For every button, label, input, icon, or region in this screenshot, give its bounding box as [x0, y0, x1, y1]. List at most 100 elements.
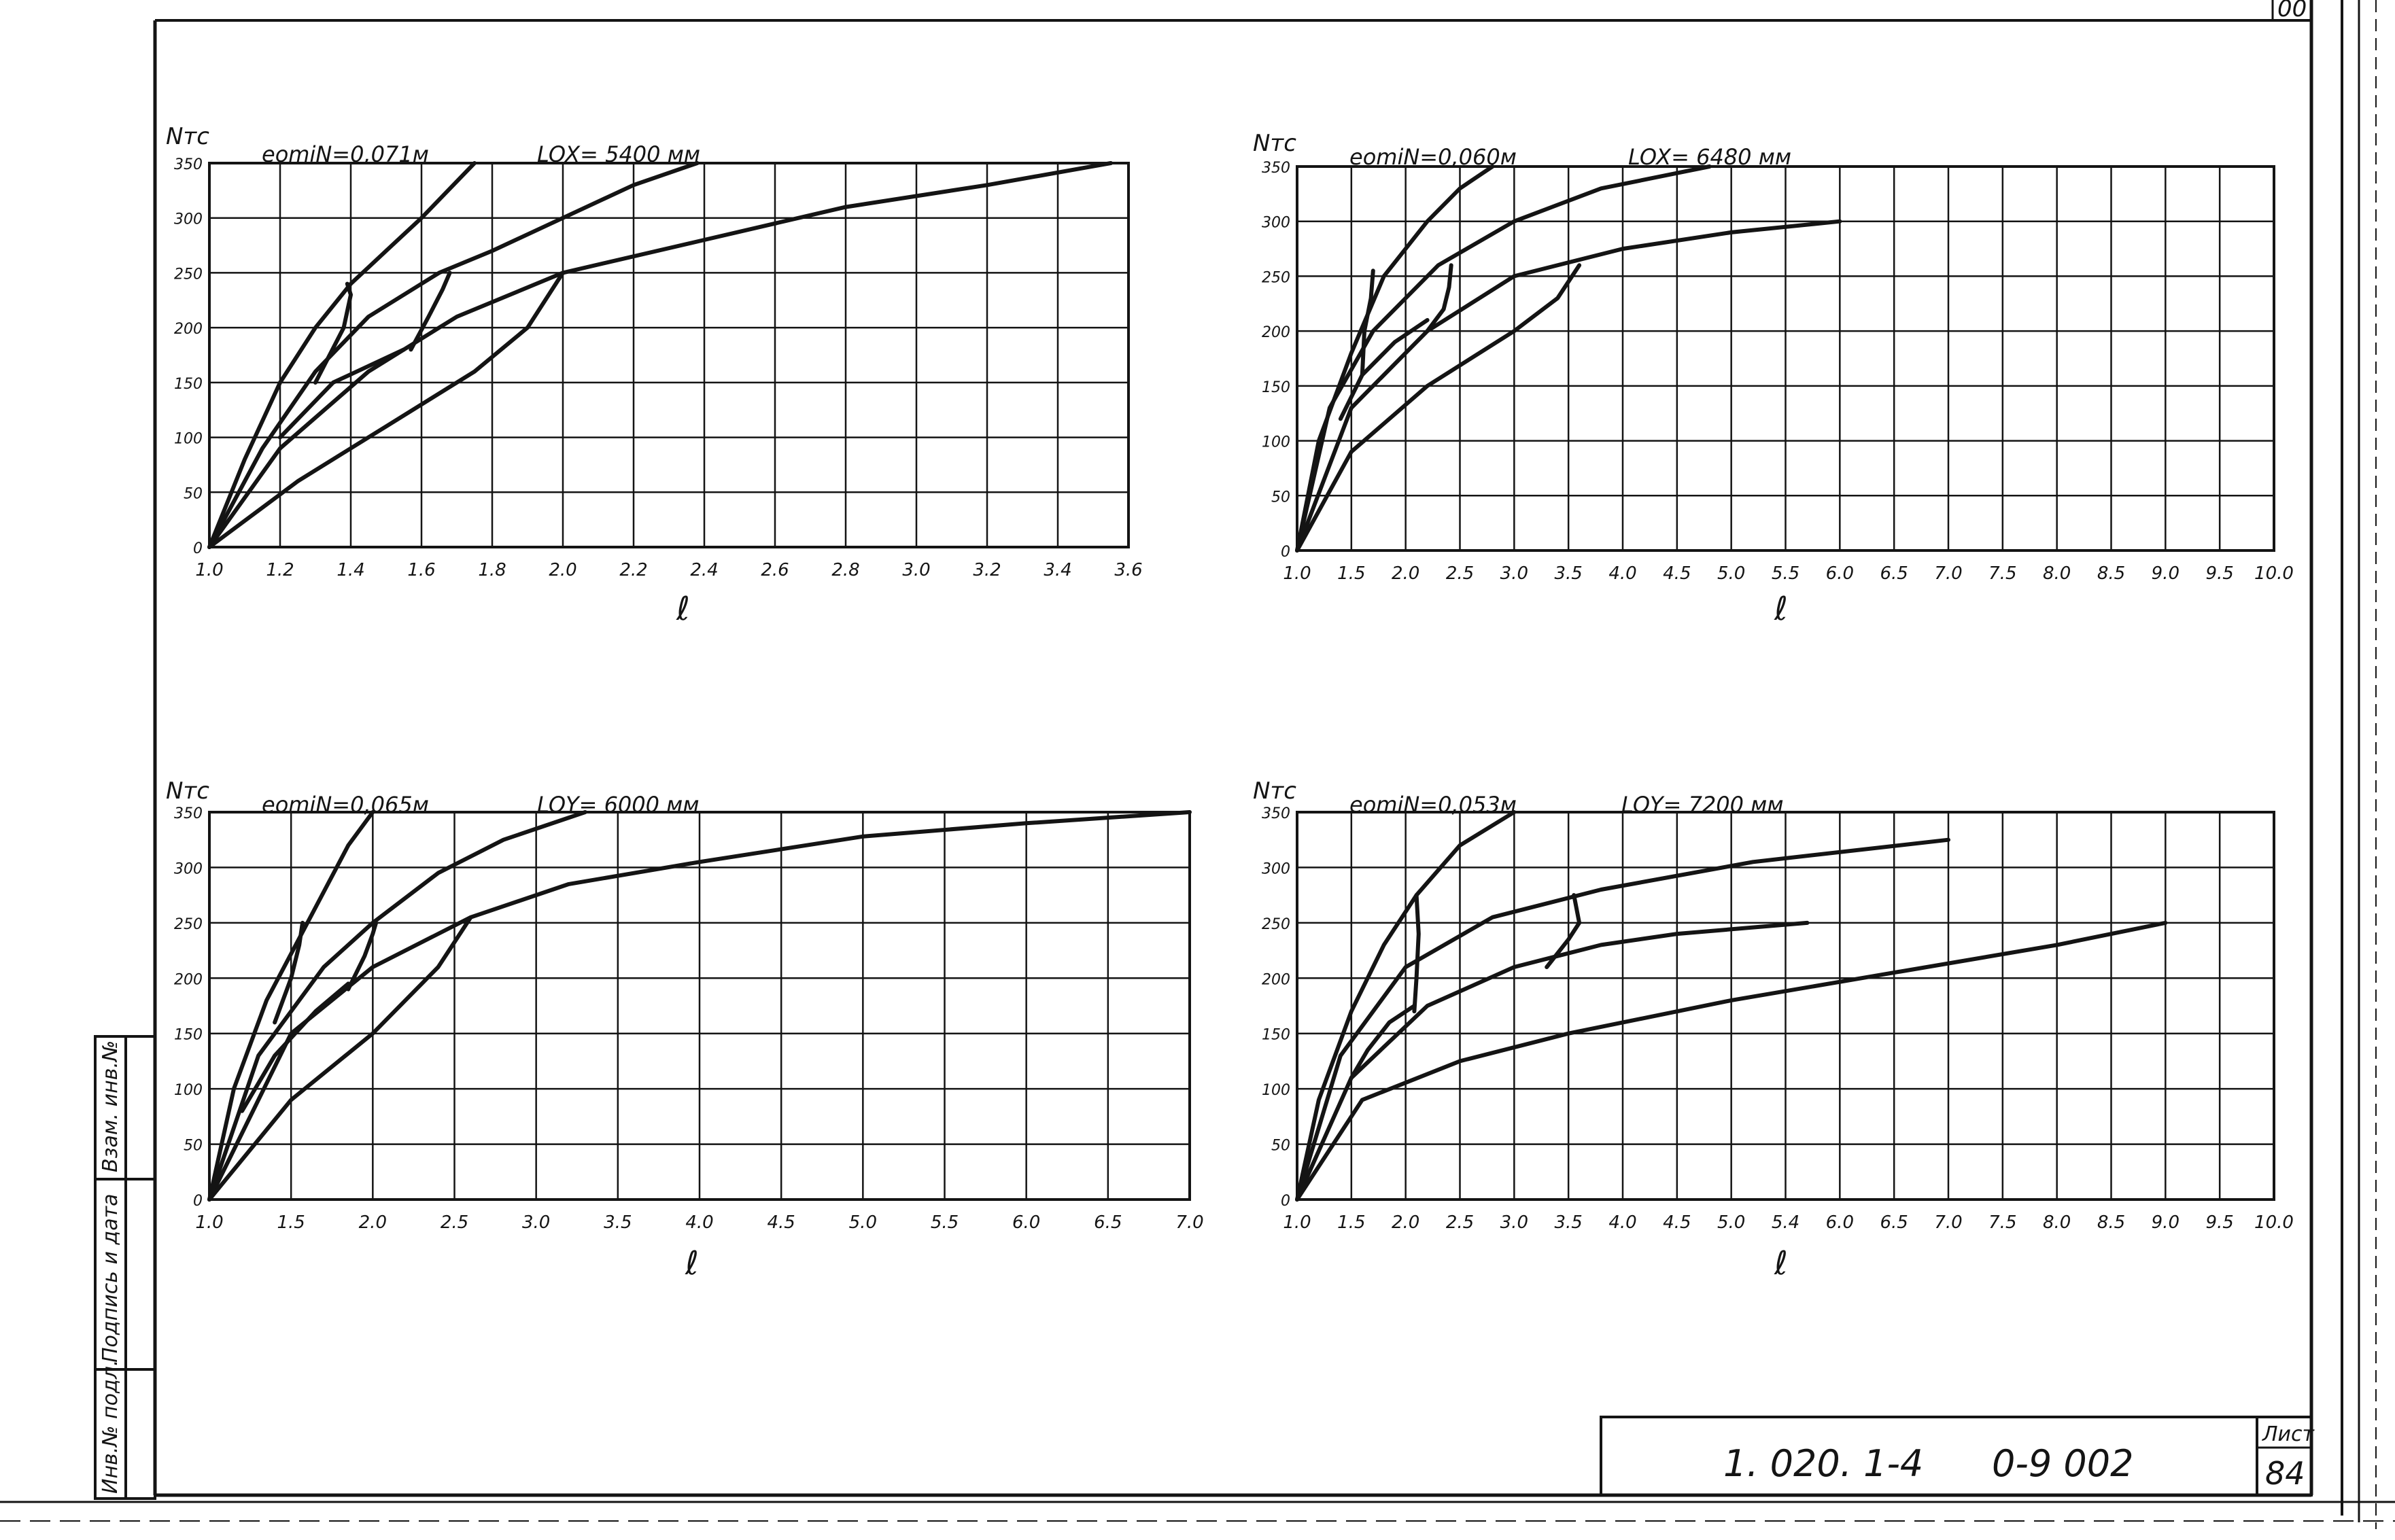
chart-xlabel: ℓ [676, 590, 690, 628]
y-tick-label: 300 [1262, 215, 1290, 232]
x-tick-label: 9.0 [2152, 1212, 2179, 1233]
x-tick-label: 1.4 [337, 560, 364, 580]
plot-border [208, 811, 1191, 1201]
title-block [1600, 1416, 2313, 1497]
x-tick-label: 2.0 [1392, 1212, 1419, 1233]
series-line-2 [207, 810, 587, 1202]
y-tick-label: 100 [1262, 434, 1290, 451]
x-tick-label: 10.0 [2254, 1212, 2294, 1233]
y-tick-label: 100 [1262, 1082, 1290, 1099]
x-tick-label: 2.6 [761, 560, 789, 580]
x-tick-label: 2.8 [831, 560, 859, 580]
side-stamp-cell-2: Подпись и дата [99, 1194, 122, 1363]
series-line-6 [1425, 263, 1453, 334]
chart-ylabel: Nтс [166, 123, 209, 150]
x-tick-label: 7.0 [1175, 1212, 1203, 1233]
y-tick-label: 0 [193, 1193, 203, 1210]
x-tick-label: 3.5 [1554, 1212, 1582, 1233]
x-tick-label: 5.0 [1717, 563, 1745, 584]
x-tick-label: 8.5 [2097, 1212, 2125, 1233]
y-tick-label: 150 [1262, 1027, 1290, 1044]
chart-bottom-left: Nтс eomiN=0,065м LOY= 6000 мм ℓ 1.0 1.5 2.… [166, 777, 1204, 1282]
y-tick-label: 250 [174, 916, 203, 933]
x-tick-label: 6.5 [1880, 1212, 1908, 1233]
y-tick-label: 200 [174, 321, 203, 338]
x-tick-label: 1.2 [266, 560, 294, 580]
sheet-label: Лист [2262, 1422, 2315, 1446]
x-tick-label: 5.5 [1772, 563, 1799, 584]
series-line-5 [273, 920, 305, 1025]
x-tick-label: 3.0 [902, 560, 930, 580]
x-tick-label: 3.6 [1114, 560, 1142, 580]
plot-border [208, 162, 1130, 548]
y-tick-label: 300 [174, 860, 203, 877]
y-tick-label: 100 [174, 1082, 203, 1099]
x-tick-label: 3.0 [1500, 563, 1528, 584]
series-line-1 [207, 161, 477, 549]
x-tick-label: 5.0 [1717, 1212, 1745, 1233]
x-tick-label: 4.0 [1608, 1212, 1636, 1233]
y-tick-label: 350 [174, 156, 203, 173]
y-tick-label: 0 [1281, 544, 1290, 561]
chart-xlabel: ℓ [1774, 1244, 1788, 1282]
series-line-4 [1295, 920, 2168, 1202]
x-tick-label: 1.0 [1283, 1212, 1311, 1233]
x-tick-label: 4.5 [767, 1212, 795, 1233]
y-tick-label: 50 [1271, 489, 1290, 506]
y-tick-label: 200 [1262, 324, 1290, 341]
x-tick-label: 1.5 [1337, 1212, 1365, 1233]
x-tick-label: 2.4 [690, 560, 718, 580]
chart-emin-label: eomiN=0,053м [1349, 792, 1517, 818]
chart-bottom-right: Nтс eomiN=0,053м LOY= 7200 мм ℓ 1.0 1.5 2.… [1253, 777, 2294, 1282]
x-tick-label: 7.5 [1988, 563, 2016, 584]
chart-length-label: LOY= 7200 мм [1621, 792, 1783, 818]
x-tick-label: 1.8 [478, 560, 506, 580]
x-tick-label: 2.0 [1392, 563, 1419, 584]
x-tick-label: 4.0 [1608, 563, 1636, 584]
series-line-1 [207, 810, 375, 1202]
x-tick-label: 5.5 [931, 1212, 959, 1233]
chart-emin-label: eomiN=0,065м [262, 792, 429, 818]
sheet-corner-fragment: 00 [2277, 0, 2307, 22]
y-tick-label: 150 [174, 376, 203, 393]
document-code: 0-9 002 [1992, 1442, 2133, 1485]
x-tick-label: 3.2 [973, 560, 1001, 580]
x-tick-label: 6.0 [1826, 1212, 1854, 1233]
x-tick-label: 8.5 [2097, 563, 2125, 584]
x-tick-label: 1.0 [1283, 563, 1311, 584]
x-tick-label: 6.5 [1880, 563, 1908, 584]
series-line-3 [207, 161, 1113, 549]
x-tick-label: 2.0 [549, 560, 576, 580]
plot-border [1296, 811, 2275, 1201]
x-tick-label: 7.0 [1934, 1212, 1962, 1233]
x-tick-label: 5.4 [1772, 1212, 1799, 1233]
x-tick-label: 2.2 [619, 560, 647, 580]
y-tick-label: 250 [1262, 916, 1290, 933]
side-stamp [94, 1035, 156, 1500]
series-line-7 [1338, 318, 1430, 421]
x-tick-label: 7.5 [1988, 1212, 2016, 1233]
series-line-7 [1349, 1004, 1417, 1080]
x-tick-label: 10.0 [2254, 563, 2294, 584]
y-tick-label: 200 [174, 971, 203, 988]
x-tick-label: 3.0 [1500, 1212, 1528, 1233]
x-tick-label: 9.5 [2205, 1212, 2233, 1233]
chart-xlabel: ℓ [1774, 590, 1788, 628]
x-tick-label: 2.0 [359, 1212, 387, 1233]
series-line-4 [207, 915, 473, 1202]
chart-ylabel: Nтс [166, 777, 209, 805]
x-tick-label: 3.5 [604, 1212, 632, 1233]
y-tick-label: 150 [1262, 379, 1290, 396]
chart-top-right: Nтс eomiN=0,060м LOX= 6480 мм ℓ 1.0 1.5 2.… [1253, 130, 2294, 628]
series-line-3 [1295, 219, 1842, 553]
series-line-5 [313, 281, 353, 385]
x-tick-label: 4.5 [1663, 1212, 1691, 1233]
series-line-2 [207, 161, 700, 549]
series-line-5 [1412, 893, 1421, 1014]
chart-top-left: Nтс eomiN=0,071м LOX= 5400 мм ℓ 1.0 1.2 1.… [166, 123, 1143, 628]
x-tick-label: 9.5 [2205, 563, 2233, 584]
x-tick-label: 6.5 [1094, 1212, 1122, 1233]
y-tick-label: 200 [1262, 971, 1290, 988]
series-line-7 [278, 347, 406, 440]
x-tick-label: 8.0 [2043, 1212, 2071, 1233]
